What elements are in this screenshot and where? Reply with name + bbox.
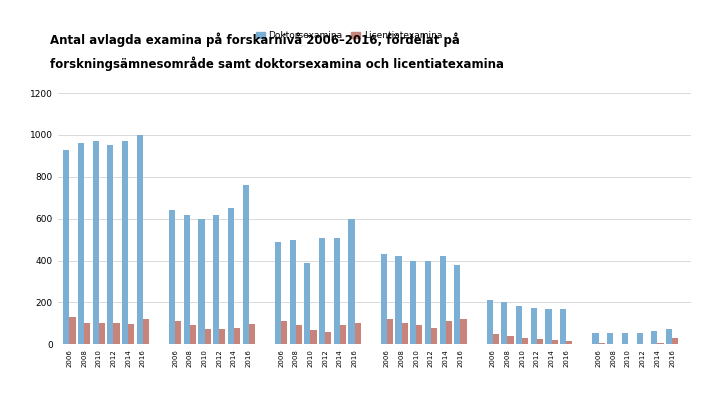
Bar xyxy=(593,333,598,344)
Bar xyxy=(508,336,513,344)
Bar xyxy=(516,305,522,344)
Bar xyxy=(395,256,402,344)
Bar xyxy=(122,141,128,344)
Bar xyxy=(184,215,190,344)
Bar xyxy=(93,141,99,344)
Bar xyxy=(354,323,361,344)
Bar xyxy=(487,301,492,344)
Bar xyxy=(340,326,346,344)
Bar xyxy=(643,343,649,344)
Bar xyxy=(63,149,69,344)
Bar xyxy=(281,321,287,344)
Bar xyxy=(296,326,302,344)
Bar xyxy=(381,254,387,344)
Bar xyxy=(387,319,393,344)
Bar xyxy=(204,328,211,344)
Bar xyxy=(657,343,664,344)
Bar xyxy=(137,135,143,344)
Bar xyxy=(651,330,657,344)
Bar xyxy=(622,333,628,344)
Bar xyxy=(175,321,181,344)
Bar xyxy=(248,324,255,344)
Bar xyxy=(305,262,310,344)
Bar xyxy=(243,185,248,344)
Bar xyxy=(531,308,537,344)
Bar xyxy=(114,323,120,344)
Bar xyxy=(607,333,613,344)
Bar xyxy=(325,332,331,344)
Bar xyxy=(636,333,643,344)
Bar xyxy=(69,317,76,344)
Bar xyxy=(199,219,204,344)
Bar xyxy=(552,340,558,344)
Bar xyxy=(169,210,175,344)
Bar xyxy=(402,323,408,344)
Bar xyxy=(537,339,543,344)
Bar xyxy=(431,328,437,344)
Bar xyxy=(128,324,135,344)
Bar xyxy=(220,328,225,344)
Bar xyxy=(213,215,220,344)
Bar xyxy=(672,338,678,344)
Bar xyxy=(319,237,325,344)
Bar xyxy=(439,256,446,344)
Legend: Doktorsexamina, Licentiatexamina: Doktorsexamina, Licentiatexamina xyxy=(252,28,446,44)
Bar xyxy=(460,319,467,344)
Bar xyxy=(566,341,572,344)
Bar xyxy=(107,145,114,344)
Bar xyxy=(333,237,340,344)
Bar xyxy=(425,260,431,344)
Bar xyxy=(613,343,619,344)
Bar xyxy=(410,260,416,344)
Bar xyxy=(545,309,552,344)
Bar xyxy=(84,323,90,344)
Bar xyxy=(501,303,508,344)
Bar xyxy=(492,334,499,344)
Bar xyxy=(446,321,452,344)
Bar xyxy=(522,338,528,344)
Text: Antal avlagda examina på forskarnivå 2006–2016, fördelat på
forskningsämnesområd: Antal avlagda examina på forskarnivå 200… xyxy=(50,32,505,71)
Bar xyxy=(560,309,566,344)
Bar xyxy=(310,330,317,344)
Bar xyxy=(666,328,672,344)
Bar xyxy=(190,326,196,344)
Bar xyxy=(78,143,84,344)
Bar xyxy=(99,323,105,344)
Bar xyxy=(348,219,354,344)
Bar xyxy=(275,242,281,344)
Bar xyxy=(234,328,240,344)
Bar xyxy=(228,208,234,344)
Bar xyxy=(416,326,423,344)
Bar xyxy=(628,343,634,344)
Bar xyxy=(289,240,296,344)
Bar xyxy=(598,343,605,344)
Bar xyxy=(454,265,460,344)
Bar xyxy=(143,319,149,344)
